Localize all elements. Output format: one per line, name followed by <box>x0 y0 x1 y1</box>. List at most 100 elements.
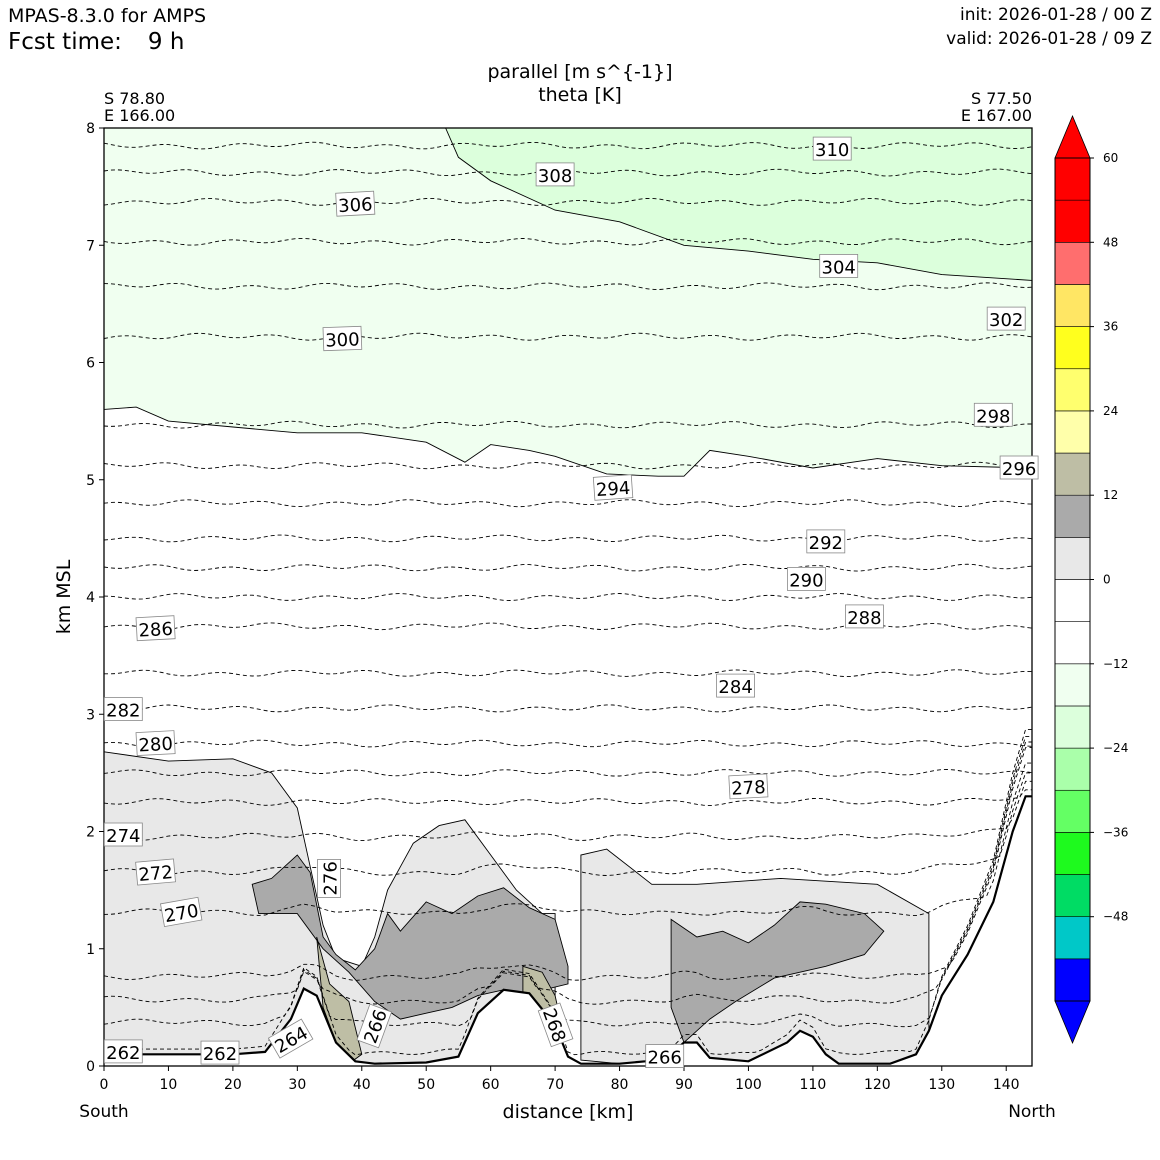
colorbar-segment-16 <box>1054 284 1091 327</box>
theta-label-266: 266 <box>648 1048 682 1069</box>
theta-label-262: 262 <box>106 1043 140 1064</box>
forecast-time-label: Fcst time: <box>8 29 122 55</box>
colorbar-segment-14 <box>1054 368 1091 412</box>
colorbar-segment-17 <box>1054 242 1091 285</box>
theta-contour-266 <box>104 741 1032 1005</box>
theta-label-284: 284 <box>718 677 752 698</box>
theta-label-box-21 <box>267 1018 314 1059</box>
theta-contour-286 <box>104 622 1032 631</box>
colorbar-segment-6 <box>1054 705 1091 749</box>
theta-contour-306 <box>104 197 1032 206</box>
theta-label-group-7: 296 <box>999 455 1039 480</box>
colorbar-segment-5 <box>1054 747 1091 791</box>
theta-contour-298 <box>104 420 1032 429</box>
theta-label-group-0: 310 <box>812 136 852 161</box>
theta-label-group-2: 306 <box>335 190 376 217</box>
theta-label-262: 262 <box>203 1044 237 1065</box>
theta-contour-302 <box>104 282 1032 291</box>
theta-label-group-25: 262 <box>103 1039 143 1064</box>
theta-contour-304 <box>104 237 1032 246</box>
colorbar-segment-18 <box>1054 199 1091 243</box>
colorbar-extend-bottom <box>1054 1000 1091 1045</box>
theta-contour-274 <box>104 780 1032 842</box>
y-tick-label-7: 7 <box>86 238 95 254</box>
colorbar-tick-label-12: 12 <box>1103 488 1118 502</box>
colorbar-segment-3 <box>1054 832 1091 875</box>
theta-label-306: 306 <box>338 194 373 217</box>
north-label: North <box>1008 1102 1056 1122</box>
x-tick-label-140: 140 <box>993 1077 1020 1093</box>
theta-label-box-17 <box>103 822 143 847</box>
chart-title: parallel [m s^{-1}] <box>487 61 672 83</box>
theta-contour-290 <box>104 563 1032 572</box>
theta-label-group-5: 300 <box>322 325 363 352</box>
theta-label-280: 280 <box>138 734 173 757</box>
theta-label-group-3: 304 <box>819 253 859 278</box>
theta-contour-276 <box>104 789 1032 807</box>
colorbar-segment-4 <box>1054 789 1091 833</box>
theta-label-276: 276 <box>321 861 342 895</box>
forecast-time-value: 9 h <box>147 29 185 55</box>
theta-contour-264 <box>104 735 1032 1028</box>
theta-label-group-12: 286 <box>135 615 176 642</box>
forecast-time: Fcst time: 9 h <box>8 29 184 55</box>
theta-contour-292 <box>104 534 1032 543</box>
colorbar-tick-label-minus24: −24 <box>1103 741 1128 755</box>
colorbar-segment-10 <box>1054 537 1091 580</box>
x-tick-label-110: 110 <box>800 1077 827 1093</box>
theta-label-296: 296 <box>1002 459 1036 480</box>
theta-label-box-3 <box>819 253 859 278</box>
chart-subtitle: theta [K] <box>538 84 622 106</box>
colorbar-tick-label-minus36: −36 <box>1103 825 1128 839</box>
colorbar-tick-label-60: 60 <box>1103 151 1118 165</box>
right-longitude: E 167.00 <box>961 106 1032 125</box>
x-tick-label-100: 100 <box>735 1077 762 1093</box>
theta-label-box-26 <box>200 1040 240 1065</box>
theta-label-group-4: 302 <box>986 306 1026 331</box>
theta-label-group-15: 280 <box>135 730 176 757</box>
theta-label-308: 308 <box>538 166 572 187</box>
init-time: init: 2026-01-28 / 00 Z <box>959 5 1152 25</box>
theta-label-box-2 <box>335 190 376 217</box>
theta-label-310: 310 <box>815 140 849 161</box>
colorbar-tick-label-36: 36 <box>1103 320 1118 334</box>
theta-label-box-20 <box>317 859 342 898</box>
theta-label-272: 272 <box>138 862 174 886</box>
theta-label-box-4 <box>986 306 1026 331</box>
colorbar-segment-2 <box>1054 874 1091 917</box>
colorbar-segment-9 <box>1054 579 1091 622</box>
theta-label-group-24: 266 <box>645 1044 685 1069</box>
theta-contour-294 <box>104 499 1032 508</box>
theta-label-box-16 <box>728 773 769 800</box>
theta-label-290: 290 <box>789 570 823 591</box>
theta-label-box-15 <box>135 730 176 756</box>
theta-label-box-6 <box>973 402 1013 427</box>
theta-contour-280 <box>104 739 1032 748</box>
colorbar-segment-19 <box>1054 157 1091 201</box>
y-tick-label-0: 0 <box>86 1059 95 1075</box>
theta-label-box-18 <box>135 858 176 886</box>
x-tick-label-30: 30 <box>288 1077 306 1093</box>
x-tick-label-60: 60 <box>482 1077 500 1093</box>
x-axis-label: distance [km] <box>503 1101 634 1123</box>
theta-contour-268 <box>104 747 1032 981</box>
theta-contour-300 <box>104 332 1032 341</box>
theta-contour-272 <box>104 772 1032 876</box>
x-tick-label-0: 0 <box>100 1077 109 1093</box>
theta-label-294: 294 <box>595 478 631 501</box>
y-tick-label-5: 5 <box>86 473 95 489</box>
theta-label-group-11: 288 <box>845 604 884 629</box>
theta-label-box-25 <box>103 1039 143 1064</box>
theta-label-274: 274 <box>106 826 140 847</box>
theta-label-box-10 <box>787 567 826 591</box>
theta-label-box-23 <box>537 1002 574 1048</box>
theta-label-box-24 <box>645 1044 685 1068</box>
theta-label-group-17: 274 <box>103 822 143 847</box>
theta-contour-262 <box>104 728 1032 1056</box>
x-tick-label-70: 70 <box>546 1077 564 1093</box>
theta-label-group-1: 308 <box>535 162 575 187</box>
y-tick-label-4: 4 <box>86 590 95 606</box>
theta-label-group-9: 292 <box>806 529 846 554</box>
theta-label-group-6: 298 <box>973 402 1013 427</box>
